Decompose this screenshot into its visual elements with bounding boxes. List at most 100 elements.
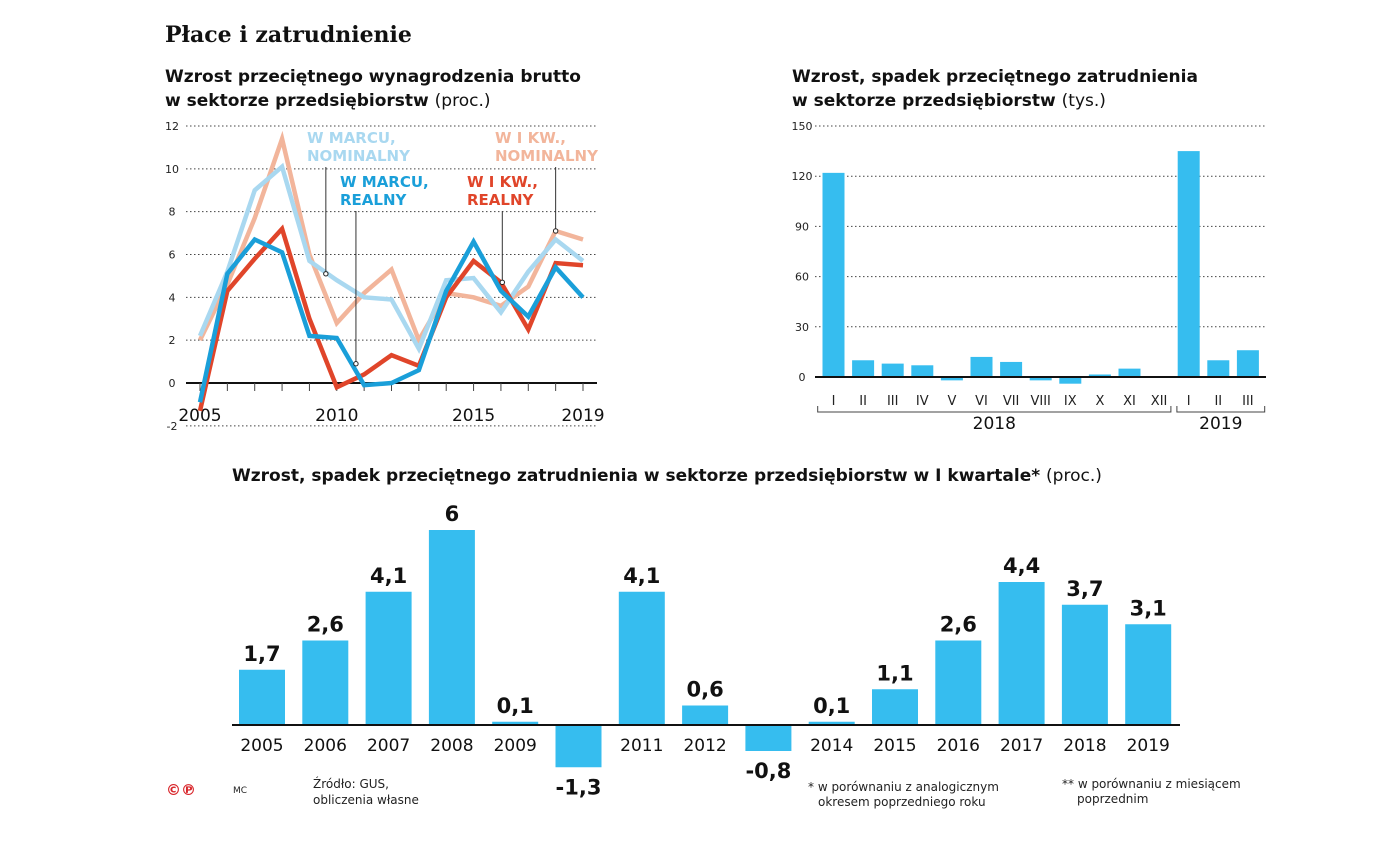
year-label: 2016 — [937, 736, 980, 756]
value-label: 0,6 — [686, 678, 723, 702]
bar-II — [852, 360, 875, 377]
bar-IX — [1059, 377, 1082, 384]
leader-dot — [323, 271, 329, 277]
year-label: 2014 — [810, 736, 853, 756]
series-line-q1-nominal — [197, 130, 584, 346]
y-tick-label: 12 — [165, 120, 179, 133]
bar-XI — [1118, 368, 1141, 377]
bar-II — [1207, 360, 1230, 377]
value-label: 1,1 — [876, 661, 913, 685]
year-label: 2017 — [1000, 736, 1043, 756]
month-label: XII — [1151, 394, 1168, 409]
page-title: Płace i zatrudnienie — [165, 22, 412, 48]
bar-2011 — [618, 591, 665, 725]
year-label: 2007 — [367, 736, 410, 756]
footnote1-line1: * w porównaniu z analogicznym — [808, 780, 999, 794]
bar-2005 — [239, 669, 285, 725]
value-label: 3,1 — [1130, 596, 1167, 620]
y-tick-label: 120 — [792, 170, 813, 183]
series-line-march-real — [197, 236, 585, 403]
series-line-q1-real — [197, 224, 584, 412]
year-label: 2019 — [1127, 736, 1170, 756]
bar-2016 — [935, 640, 982, 725]
month-label: I — [832, 394, 836, 409]
y-tick-label: 8 — [169, 206, 176, 219]
series-label-march-real: W MARCU, REALNY — [340, 173, 429, 209]
leader-dot — [499, 279, 505, 286]
year-group-label: 2019 — [1199, 414, 1242, 434]
y-tick-label: 60 — [795, 271, 809, 284]
y-tick-label: 10 — [165, 163, 179, 176]
month-label: X — [1095, 394, 1104, 409]
year-label: 2018 — [1063, 736, 1106, 756]
y-tick-label: 6 — [169, 249, 176, 262]
month-label: III — [887, 394, 899, 409]
value-label: 0,1 — [497, 694, 534, 718]
month-label: I — [1187, 394, 1191, 409]
series-label-march-nominal: W MARCU, NOMINALNY — [307, 129, 411, 165]
year-bracket — [817, 406, 1172, 413]
bar-V — [940, 377, 963, 381]
employment-q1-title: Wzrost, spadek przeciętnego zatrudnienia… — [232, 466, 1102, 486]
y-tick-label: 2 — [169, 334, 176, 347]
employment-monthly-title-line1: Wzrost, spadek przeciętnego zatrudnienia — [792, 67, 1198, 87]
bar-2009 — [492, 721, 539, 725]
month-label: XI — [1123, 394, 1136, 409]
bar-2013 — [745, 725, 792, 751]
employment-monthly-title-line2: w sektorze przedsiębiorstw (tys.) — [792, 91, 1106, 111]
month-label: VI — [975, 394, 988, 409]
bar-2019 — [1125, 624, 1172, 725]
footnote1-line2: okresem poprzedniego roku — [818, 795, 986, 809]
bar-2006 — [302, 640, 349, 725]
y-tick-label: 4 — [169, 291, 176, 304]
year-label: 2015 — [873, 736, 916, 756]
series-label-q1-real: W I KW., REALNY — [467, 173, 538, 209]
bar-2015 — [872, 689, 918, 725]
month-label: VII — [1003, 394, 1020, 409]
bar-2018 — [1061, 604, 1108, 725]
y-tick-label: 150 — [792, 120, 813, 133]
year-group-label: 2018 — [973, 414, 1016, 434]
wage-chart-title-line2: w sektorze przedsiębiorstw (proc.) — [165, 91, 491, 111]
month-label: III — [1242, 394, 1254, 409]
footnote2-line2: poprzednim — [1077, 792, 1148, 806]
value-label: 0,1 — [813, 694, 850, 718]
bar-2017 — [998, 582, 1045, 725]
value-label: 4,4 — [1003, 554, 1040, 578]
footnote2-line1: ** w porównaniu z miesiącem — [1062, 777, 1241, 791]
year-bracket — [1176, 406, 1266, 413]
wage-chart-unit: (proc.) — [435, 91, 491, 111]
month-label: VIII — [1030, 394, 1050, 409]
x-tick-label: 2015 — [452, 406, 495, 426]
value-label: -1,3 — [556, 775, 602, 799]
month-label: V — [947, 394, 956, 409]
leader-dot — [353, 361, 359, 367]
bar-IV — [911, 365, 934, 377]
bar-I — [1177, 151, 1200, 377]
value-label: 2,6 — [307, 613, 344, 637]
value-label: 4,1 — [623, 564, 660, 588]
y-tick-label: 30 — [795, 321, 809, 334]
x-tick-label: 2005 — [178, 406, 221, 426]
y-tick-label: 0 — [169, 377, 176, 390]
bar-X — [1088, 374, 1111, 377]
bar-VIII — [1029, 377, 1052, 381]
year-label: 2006 — [304, 736, 347, 756]
value-label: 4,1 — [370, 564, 407, 588]
wage-chart-title-line1: Wzrost przeciętnego wynagrodzenia brutto — [165, 67, 581, 87]
series-line-march-nominal — [197, 162, 585, 354]
employment-monthly-unit: (tys.) — [1062, 91, 1106, 111]
series-label-q1-nominal: W I KW., NOMINALNY — [495, 129, 599, 165]
bar-2010 — [555, 725, 602, 768]
value-label: 3,7 — [1066, 577, 1103, 601]
month-label: II — [859, 394, 867, 409]
employment-q1-bar-chart: 1,7 2005 2,6 2006 4,1 2007 6 2008 0,1 2009 -1,3 4,1… — [232, 502, 1180, 799]
year-label: 2008 — [430, 736, 473, 756]
bar-III — [1236, 350, 1259, 377]
leader-dot — [552, 228, 559, 234]
source-line2: obliczenia własne — [313, 793, 419, 807]
author-initials: MC — [233, 786, 247, 796]
y-tick-label: 90 — [795, 220, 809, 233]
